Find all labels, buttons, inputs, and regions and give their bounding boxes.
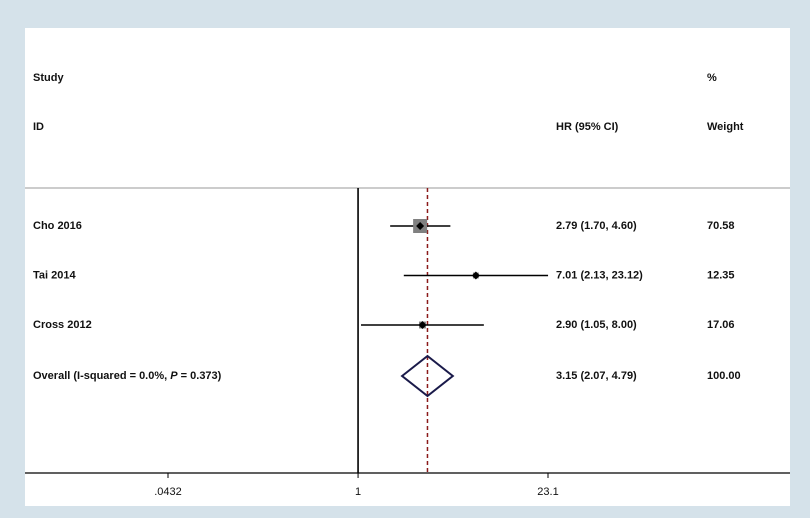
header-study: Study <box>33 72 64 84</box>
study-label: Cross 2012 <box>33 319 92 331</box>
header-percent: % <box>707 72 717 84</box>
overall-label-part: P <box>170 370 178 382</box>
effect-label: 7.01 (2.13, 23.12) <box>556 269 643 281</box>
x-tick-label: .0432 <box>154 486 182 498</box>
weight-label: 70.58 <box>707 220 735 232</box>
study-label: Cho 2016 <box>33 220 82 232</box>
header-id: ID <box>33 121 44 133</box>
x-tick-label: 23.1 <box>537 486 558 498</box>
effect-label: 2.79 (1.70, 4.60) <box>556 220 637 232</box>
point-estimate <box>471 271 480 280</box>
x-tick-label: 1 <box>355 486 361 498</box>
weight-label: 12.35 <box>707 269 735 281</box>
overall-diamond <box>400 354 455 398</box>
study-label: Tai 2014 <box>33 269 76 281</box>
overall-effect-label: 3.15 (2.07, 4.79) <box>556 370 637 382</box>
header-weight: Weight <box>707 121 744 133</box>
weight-label: 17.06 <box>707 319 735 331</box>
effect-label: 2.90 (1.05, 8.00) <box>556 319 637 331</box>
point-estimate <box>416 222 425 230</box>
overall-label-part: Overall (I-squared = 0.0%, <box>33 370 170 382</box>
overall-label: Overall (I-squared = 0.0%, P = 0.373) <box>33 370 222 382</box>
overall-label-part: = 0.373) <box>178 370 222 382</box>
point-estimate <box>418 321 427 329</box>
plot-panel <box>25 28 790 506</box>
overall-weight-label: 100.00 <box>707 370 741 382</box>
header-effect: HR (95% CI) <box>556 121 619 133</box>
